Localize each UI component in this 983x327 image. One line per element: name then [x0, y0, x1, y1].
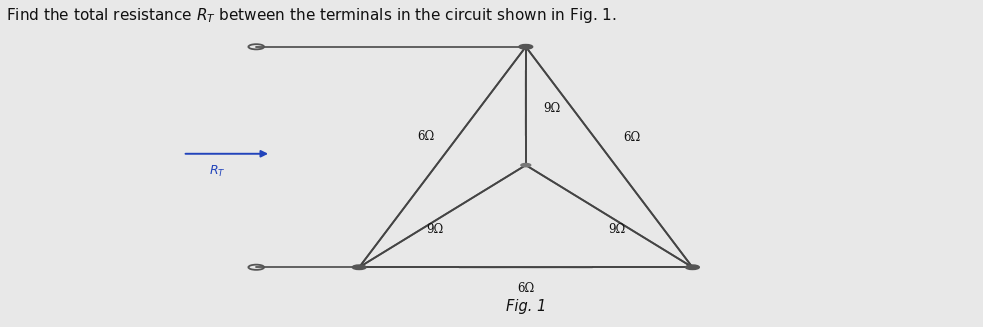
Text: 6Ω: 6Ω — [623, 131, 641, 145]
Circle shape — [521, 164, 531, 167]
Text: 9Ω: 9Ω — [426, 223, 443, 236]
Text: 6Ω: 6Ω — [418, 130, 434, 143]
Text: Fig. 1: Fig. 1 — [505, 299, 546, 314]
Circle shape — [685, 265, 699, 269]
Text: 9Ω: 9Ω — [608, 223, 625, 236]
Text: 6Ω: 6Ω — [517, 282, 535, 295]
Circle shape — [519, 44, 533, 49]
Text: 9Ω: 9Ω — [544, 102, 560, 115]
Text: $R_T$: $R_T$ — [208, 164, 225, 179]
Text: Find the total resistance $R_T$ between the terminals in the circuit shown in Fi: Find the total resistance $R_T$ between … — [6, 6, 617, 25]
Circle shape — [352, 265, 366, 269]
